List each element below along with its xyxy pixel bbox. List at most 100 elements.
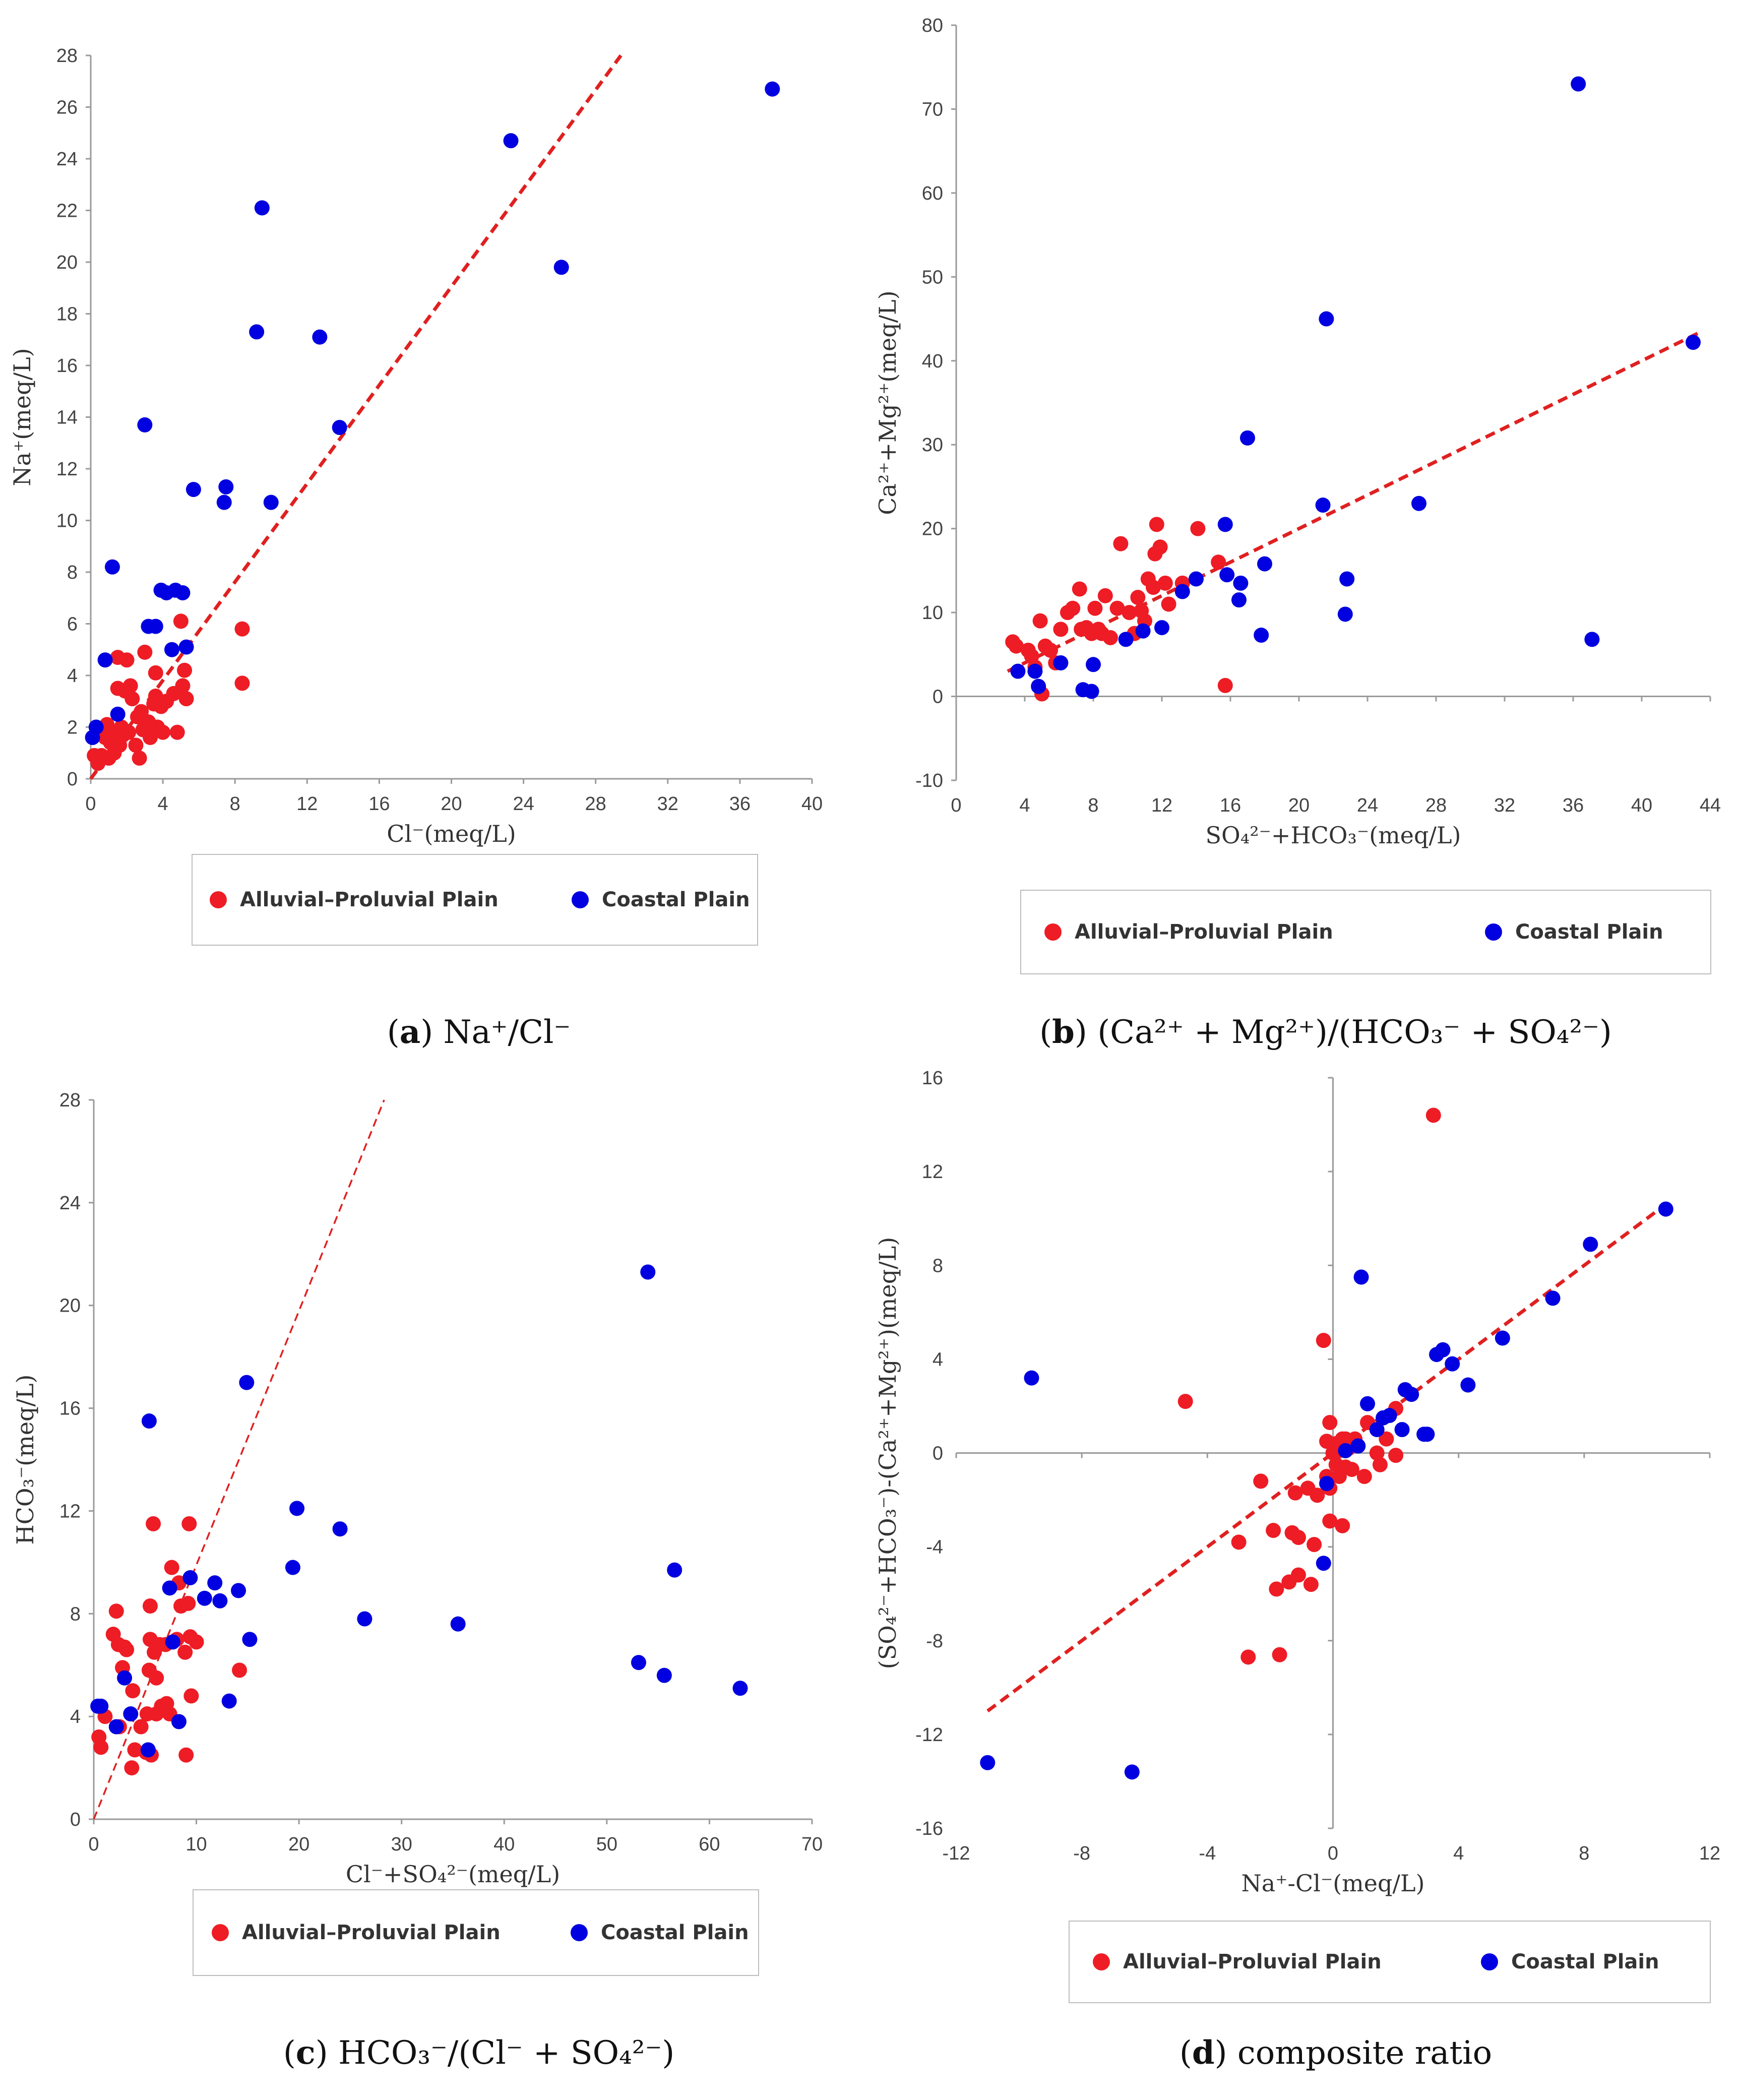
alluvial-point bbox=[1065, 600, 1081, 616]
alluvial-point bbox=[232, 1662, 247, 1678]
coastal-point bbox=[1360, 1396, 1376, 1411]
coastal-point bbox=[1219, 567, 1235, 583]
alluvial-point bbox=[155, 724, 171, 740]
alluvial-point bbox=[137, 644, 153, 660]
y-tick-label: 6 bbox=[67, 614, 78, 635]
alluvial-point bbox=[93, 1740, 109, 1755]
alluvial-point bbox=[119, 1642, 135, 1657]
coastal-point bbox=[1031, 678, 1046, 694]
y-tick-label: 20 bbox=[56, 252, 78, 273]
caption-letter-a: a bbox=[399, 1013, 421, 1051]
coastal-point bbox=[553, 260, 569, 275]
alluvial-point bbox=[1272, 1647, 1287, 1662]
coastal-point bbox=[1233, 575, 1249, 591]
y-tick-label: 0 bbox=[67, 769, 78, 790]
alluvial-point bbox=[1190, 521, 1206, 536]
y-tick-label: 16 bbox=[59, 1398, 81, 1419]
coastal-point bbox=[1124, 1764, 1140, 1780]
legend-item-alluvial: Alluvial–Proluvial Plain bbox=[210, 855, 499, 945]
coastal-point bbox=[97, 652, 113, 668]
alluvial-point bbox=[127, 1742, 143, 1758]
coastal-point bbox=[1053, 655, 1069, 670]
alluvial-point bbox=[1316, 1333, 1331, 1348]
alluvial-point bbox=[1307, 1536, 1322, 1552]
y-tick-label: 16 bbox=[56, 355, 78, 377]
alluvial-point bbox=[1253, 1473, 1269, 1489]
legend-marker-alluvial bbox=[212, 1924, 229, 1941]
y-tick-label: 0 bbox=[933, 1443, 943, 1464]
coastal-point bbox=[185, 482, 201, 497]
legend-c: Alluvial–Proluvial Plain Coastal Plain bbox=[193, 1889, 759, 1976]
alluvial-point bbox=[234, 621, 250, 637]
x-tick-label: 12 bbox=[296, 793, 318, 815]
x-axis-label: Cl⁻+SO₄²⁻(meq/L) bbox=[346, 1861, 560, 1888]
x-tick-label: 24 bbox=[513, 793, 534, 815]
y-tick-label: 28 bbox=[56, 45, 78, 67]
coastal-point bbox=[242, 1632, 258, 1647]
alluvial-point bbox=[1269, 1581, 1284, 1597]
coastal-point bbox=[1010, 663, 1026, 679]
y-tick-label: 18 bbox=[56, 304, 78, 325]
fit-line bbox=[89, 54, 623, 780]
coastal-point bbox=[140, 1742, 156, 1758]
x-tick-label: 0 bbox=[88, 1834, 99, 1855]
coastal-point bbox=[1240, 430, 1255, 446]
alluvial-point bbox=[1053, 622, 1069, 637]
x-tick-label: -4 bbox=[1199, 1843, 1216, 1864]
coastal-point bbox=[239, 1375, 255, 1390]
coastal-point bbox=[231, 1583, 246, 1598]
alluvial-point bbox=[1009, 638, 1024, 654]
coastal-point bbox=[218, 479, 234, 495]
coastal-point bbox=[640, 1264, 656, 1280]
legend-marker-coastal bbox=[571, 1924, 588, 1941]
coastal-point bbox=[1495, 1330, 1510, 1346]
coastal-point bbox=[1217, 517, 1233, 532]
x-tick-label: 4 bbox=[1453, 1843, 1464, 1864]
alluvial-point bbox=[149, 1670, 164, 1686]
coastal-point bbox=[1339, 571, 1355, 587]
y-tick-label: 22 bbox=[56, 201, 78, 222]
coastal-point bbox=[1338, 1443, 1353, 1458]
x-tick-label: -8 bbox=[1073, 1843, 1090, 1864]
coastal-point bbox=[141, 1413, 157, 1429]
alluvial-point bbox=[1231, 1534, 1247, 1550]
legend-marker-coastal bbox=[572, 891, 589, 908]
alluvial-point bbox=[1266, 1523, 1281, 1538]
x-tick-label: 4 bbox=[1019, 795, 1030, 816]
coastal-point bbox=[1686, 335, 1701, 350]
legend-label-coastal: Coastal Plain bbox=[1515, 920, 1663, 944]
x-tick-label: 8 bbox=[230, 793, 240, 815]
alluvial-point bbox=[234, 675, 250, 691]
x-tick-label: 4 bbox=[158, 793, 168, 815]
alluvial-point bbox=[1335, 1518, 1350, 1533]
alluvial-point bbox=[1290, 1530, 1306, 1546]
legend-marker-coastal bbox=[1485, 923, 1502, 941]
caption-letter-b: b bbox=[1052, 1013, 1075, 1051]
legend-d: Alluvial–Proluvial Plain Coastal Plain bbox=[1069, 1921, 1711, 2003]
coastal-point bbox=[137, 417, 153, 433]
coastal-point bbox=[162, 1580, 177, 1596]
alluvial-point bbox=[119, 652, 135, 668]
coastal-point bbox=[88, 719, 104, 735]
x-tick-label: 44 bbox=[1700, 795, 1721, 816]
coastal-point bbox=[1254, 628, 1269, 643]
caption-text-d: composite ratio bbox=[1237, 2034, 1493, 2072]
legend-label-alluvial: Alluvial–Proluvial Plain bbox=[242, 1921, 501, 1944]
alluvial-point bbox=[128, 737, 144, 753]
legend-item-coastal: Coastal Plain bbox=[572, 855, 750, 945]
caption-a: (a) Na⁺/Cl⁻ bbox=[387, 1013, 571, 1051]
coastal-point bbox=[450, 1616, 466, 1632]
coastal-point bbox=[1583, 1237, 1598, 1252]
coastal-point bbox=[249, 324, 265, 340]
coastal-point bbox=[980, 1755, 996, 1770]
x-tick-label: 0 bbox=[85, 793, 96, 815]
alluvial-point bbox=[1043, 643, 1058, 658]
coastal-point bbox=[1257, 556, 1272, 572]
y-tick-label: 28 bbox=[59, 1090, 81, 1111]
y-tick-label: 40 bbox=[922, 351, 943, 372]
alluvial-point bbox=[125, 1683, 141, 1699]
y-tick-label: 80 bbox=[922, 15, 943, 36]
legend-item-coastal: Coastal Plain bbox=[571, 1890, 749, 1975]
y-axis-label: HCO₃⁻(meq/L) bbox=[12, 1375, 39, 1545]
